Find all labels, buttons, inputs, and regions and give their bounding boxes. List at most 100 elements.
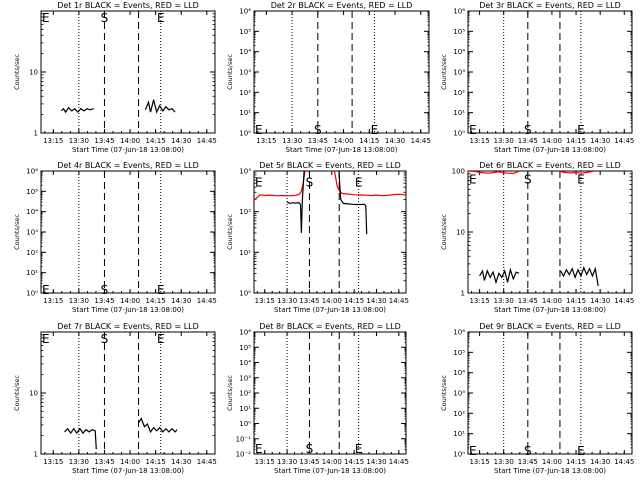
plot-frame: [40, 10, 216, 134]
x-tick-label: 13:15: [43, 137, 63, 145]
y-tick-label: 10³: [239, 168, 251, 176]
interval-marker-label: E: [577, 444, 585, 458]
y-tick-label: 10⁶: [26, 168, 38, 176]
panel-title: Det 6r BLACK = Events, RED = LLD: [479, 161, 621, 170]
y-tick-label: 10¹: [239, 249, 251, 257]
y-axis-label: Counts/sec: [13, 375, 21, 411]
y-axis-label: Counts/sec: [440, 375, 448, 411]
x-axis-label: Start Time (07-Jun-18 13:08:00): [286, 146, 398, 154]
y-tick-label: 10⁰: [453, 451, 465, 459]
interval-marker-label: E: [469, 123, 477, 137]
events-series-line: [144, 99, 176, 114]
x-tick-label: 14:15: [146, 297, 166, 305]
x-tick-label: 14:45: [614, 458, 634, 466]
x-tick-label: 14:30: [171, 137, 191, 145]
x-tick-label: 14:45: [411, 137, 431, 145]
plot-frame: [467, 10, 633, 134]
y-tick-label: 10⁵: [453, 28, 465, 36]
lld-series-line: [559, 171, 596, 174]
y-tick-label: 10²: [26, 249, 38, 257]
y-tick-label: 10: [456, 229, 465, 237]
y-tick-label: 10⁴: [239, 359, 251, 367]
events-series-line: [64, 427, 97, 450]
interval-marker-label: E: [355, 442, 363, 456]
x-tick-label: 14:15: [146, 137, 166, 145]
x-tick-label: 14:45: [197, 458, 217, 466]
lld-series-line: [333, 171, 406, 197]
events-series-line: [286, 171, 305, 233]
y-axis-label: Counts/sec: [440, 214, 448, 250]
x-tick-label: 13:45: [308, 137, 328, 145]
x-tick-label: 14:00: [542, 297, 562, 305]
interval-marker-label: E: [469, 173, 477, 187]
x-axis-label: Start Time (07-Jun-18 13:08:00): [72, 306, 184, 314]
lld-series-line: [468, 171, 520, 175]
x-tick-label: 13:30: [282, 137, 302, 145]
plot-frame: [40, 331, 216, 455]
y-tick-label: 10⁰: [26, 290, 38, 298]
y-tick-label: 10⁴: [239, 48, 251, 56]
interval-marker-label: S: [314, 123, 322, 137]
panel-det-4: Det 4r BLACK = Events, RED = LLD 13:15 13:…: [13, 161, 217, 314]
events-series-line: [61, 106, 94, 114]
x-tick-label: 14:45: [614, 297, 634, 305]
y-tick-label: 10³: [26, 229, 38, 237]
x-tick-label: 14:00: [333, 137, 353, 145]
x-tick-label: 13:30: [494, 458, 514, 466]
panel-det-1: Det 1r BLACK = Events, RED = LLD 13:15 13:…: [13, 1, 217, 154]
interval-marker-label: E: [42, 283, 50, 297]
x-tick-label: 14:15: [344, 297, 364, 305]
interval-marker-label: S: [306, 442, 314, 456]
x-tick-label: 13:45: [518, 297, 538, 305]
panel-title: Det 3r BLACK = Events, RED = LLD: [479, 1, 621, 10]
x-tick-label: 14:15: [566, 458, 586, 466]
y-tick-label: 10⁴: [453, 369, 465, 377]
y-tick-label: 10³: [453, 69, 465, 77]
x-tick-label: 13:30: [69, 297, 89, 305]
x-tick-label: 14:30: [590, 458, 610, 466]
x-tick-label: 13:15: [43, 297, 63, 305]
y-tick-label: 10⁶: [453, 8, 465, 16]
y-tick-label: 10²: [239, 89, 251, 97]
x-tick-label: 14:30: [366, 297, 386, 305]
events-series-line: [338, 171, 368, 235]
x-axis-label: Start Time (07-Jun-18 13:08:00): [72, 146, 184, 154]
x-tick-label: 13:15: [255, 458, 275, 466]
x-tick-label: 13:45: [94, 137, 114, 145]
y-tick-label: 10¹: [453, 109, 465, 117]
interval-marker-label: E: [577, 173, 585, 187]
interval-marker-label: S: [306, 176, 314, 190]
x-axis-label: Start Time (07-Jun-18 13:08:00): [274, 467, 386, 475]
y-tick-label: 10²: [453, 410, 465, 418]
x-axis-label: Start Time (07-Jun-18 13:08:00): [274, 306, 386, 314]
interval-marker-label: E: [157, 332, 165, 346]
x-tick-label: 14:00: [120, 137, 140, 145]
panel-title: Det 2r BLACK = Events, RED = LLD: [271, 1, 413, 10]
interval-marker-label: S: [101, 11, 109, 25]
interval-marker-label: E: [42, 11, 50, 25]
y-tick-label: 10⁵: [239, 28, 251, 36]
x-tick-label: 13:45: [299, 458, 319, 466]
y-tick-label: 10⁵: [239, 344, 251, 352]
x-tick-label: 13:30: [494, 297, 514, 305]
x-tick-label: 14:00: [542, 458, 562, 466]
x-tick-label: 13:15: [469, 137, 489, 145]
x-tick-label: 13:15: [255, 297, 275, 305]
plot-frame: [467, 170, 633, 294]
y-tick-label: 100: [452, 168, 465, 176]
y-tick-label: 10⁻¹: [236, 435, 252, 443]
x-tick-label: 14:00: [542, 137, 562, 145]
interval-marker-label: E: [355, 176, 363, 190]
x-tick-label: 13:45: [94, 297, 114, 305]
x-tick-label: 13:45: [518, 137, 538, 145]
y-tick-label: 10²: [239, 390, 251, 398]
y-tick-label: 10: [29, 390, 38, 398]
interval-marker-label: E: [157, 283, 165, 297]
x-tick-label: 13:30: [277, 458, 297, 466]
interval-marker-label: E: [255, 442, 263, 456]
y-tick-label: 10¹: [453, 430, 465, 438]
y-tick-label: 10¹: [26, 269, 38, 277]
x-axis-label: Start Time (07-Jun-18 13:08:00): [494, 306, 606, 314]
x-tick-label: 14:15: [566, 137, 586, 145]
